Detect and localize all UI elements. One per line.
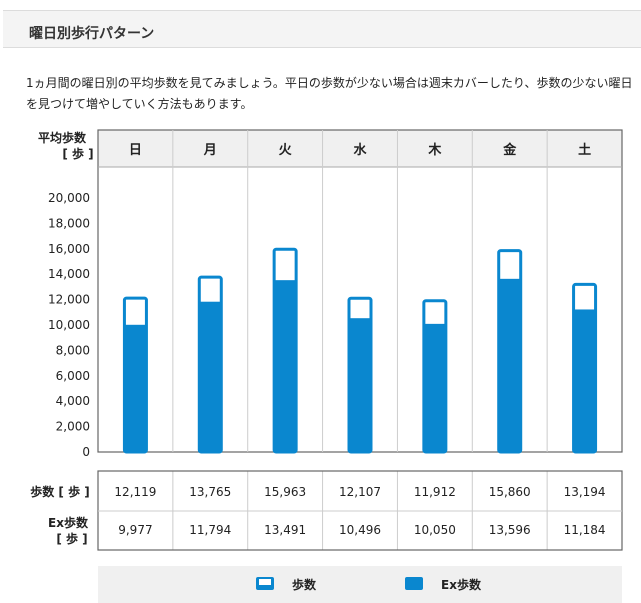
ex-steps-bar	[198, 301, 222, 453]
y-axis-unit: [ 歩 ]	[62, 146, 93, 161]
y-tick-label: 18,000	[48, 216, 90, 230]
ex-steps-value: 11,184	[564, 523, 606, 537]
ex-steps-value: 13,596	[489, 523, 531, 537]
row-label-steps: 歩数 [ 歩 ]	[30, 484, 90, 499]
row-label-ex-steps: Ex歩数	[48, 515, 89, 530]
legend-box	[98, 566, 622, 603]
section-title: 曜日別歩行パターン	[29, 26, 155, 42]
day-header-0: 日	[129, 143, 142, 158]
ex-steps-bar	[498, 278, 522, 453]
section-header: 曜日別歩行パターン	[3, 10, 641, 48]
day-header-1: 月	[203, 143, 217, 158]
y-tick-label: 2,000	[56, 420, 90, 434]
steps-value: 15,963	[264, 485, 306, 499]
day-header-5: 金	[502, 142, 517, 158]
ex-steps-bar	[348, 318, 372, 453]
y-tick-label: 20,000	[48, 191, 90, 205]
ex-steps-value: 11,794	[189, 523, 231, 537]
steps-value: 11,912	[414, 485, 456, 499]
ex-steps-bar	[273, 280, 297, 453]
y-tick-label: 10,000	[48, 318, 90, 332]
day-header-2: 火	[279, 143, 293, 158]
y-tick-label: 6,000	[56, 369, 90, 383]
ex-steps-value: 9,977	[118, 523, 152, 537]
legend-ex-steps-swatch	[405, 577, 423, 590]
steps-value: 13,765	[189, 485, 231, 499]
day-header-6: 土	[578, 142, 591, 158]
ex-steps-value: 10,050	[414, 523, 456, 537]
steps-value: 12,119	[114, 485, 156, 499]
legend-steps-swatch-inner	[259, 579, 271, 585]
ex-steps-value: 10,496	[339, 523, 381, 537]
y-tick-label: 0	[82, 445, 90, 459]
day-header-4: 木	[427, 142, 442, 158]
ex-steps-bar	[573, 309, 597, 453]
ex-steps-value: 13,491	[264, 523, 306, 537]
y-tick-label: 12,000	[48, 293, 90, 307]
y-tick-label: 16,000	[48, 242, 90, 256]
legend-ex-steps-label: Ex歩数	[441, 577, 482, 592]
day-header-3: 水	[353, 142, 367, 158]
y-tick-label: 4,000	[56, 394, 90, 408]
ex-steps-bar	[423, 323, 447, 453]
day-header-band	[98, 130, 622, 167]
row-label-ex-steps-unit: [ 歩 ]	[56, 531, 87, 546]
y-tick-label: 8,000	[56, 343, 90, 357]
steps-value: 15,860	[489, 485, 531, 499]
y-tick-label: 14,000	[48, 267, 90, 281]
steps-value: 12,107	[339, 485, 381, 499]
section-description: 1ヵ月間の曜日別の平均歩数を見てみましょう。平日の歩数が少ない場合は週末カバーし…	[26, 76, 633, 111]
steps-value: 13,194	[564, 485, 606, 499]
ex-steps-bar	[123, 324, 147, 453]
y-axis-label: 平均歩数	[38, 130, 87, 145]
legend-steps-label: 歩数	[292, 577, 317, 592]
